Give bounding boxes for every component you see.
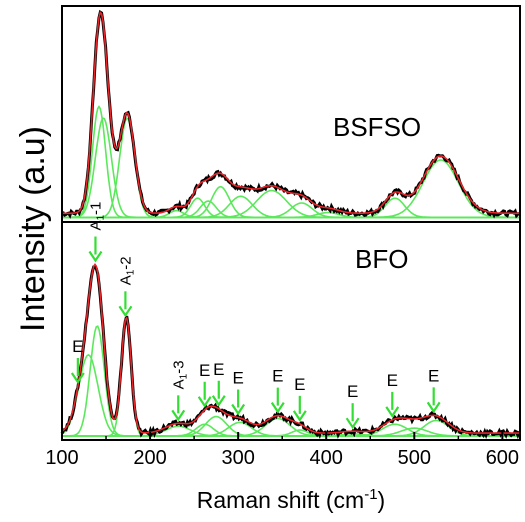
experimental-curve-bsfso bbox=[61, 9, 521, 219]
mode-label-3-subscript: 1 bbox=[178, 373, 189, 379]
mode-arrow-head-11 bbox=[426, 401, 441, 414]
mode-label-4: E bbox=[199, 361, 210, 380]
mode-arrow-head-2 bbox=[118, 305, 133, 318]
cumulative-fit-curve-bfo bbox=[61, 262, 520, 434]
x-tick-label-600: 600 bbox=[486, 447, 519, 469]
x-tick-label-200: 200 bbox=[133, 447, 166, 469]
mode-label-1-suffix: -1 bbox=[87, 202, 104, 215]
mode-label-8: E bbox=[294, 375, 305, 394]
x-axis-label-close: ) bbox=[378, 487, 386, 513]
x-tick-label-500: 500 bbox=[398, 447, 431, 469]
mode-arrow-head-4 bbox=[197, 396, 212, 408]
fit-peak-0-11 bbox=[62, 197, 520, 219]
mode-label-6: E bbox=[232, 369, 243, 388]
x-axis-label-main: Raman shift (cm bbox=[197, 487, 364, 513]
x-axis-label: Raman shift (cm-1) bbox=[197, 486, 385, 513]
fit-peak-0-8 bbox=[62, 189, 520, 219]
mode-label-10: E bbox=[387, 371, 398, 390]
mode-label-1: A1-1 bbox=[87, 202, 106, 231]
panel-bfo: EA1-1A1-2A1-3 E E E E E EE E bbox=[60, 202, 521, 440]
mode-label-5: E bbox=[213, 360, 224, 379]
fit-peak-0-4 bbox=[62, 197, 520, 219]
mode-arrow-head-7 bbox=[270, 402, 285, 414]
mode-arrow-head-0 bbox=[70, 372, 85, 384]
mode-label-1-letter: A bbox=[87, 221, 104, 231]
mode-label-2-letter: A bbox=[117, 275, 134, 285]
mode-label-1-subscript: 1 bbox=[95, 215, 106, 221]
panel-label-bsfso: BSFSO bbox=[333, 112, 421, 142]
x-axis-label-superscript: -1 bbox=[364, 486, 377, 503]
mode-label-11: E bbox=[428, 366, 439, 385]
cumulative-fit-curve-bsfso bbox=[62, 10, 520, 215]
mode-arrow-head-5 bbox=[211, 395, 226, 407]
x-tick-label-400: 400 bbox=[310, 447, 343, 469]
mode-arrow-head-6 bbox=[231, 403, 246, 416]
mode-arrow-head-3 bbox=[171, 409, 186, 422]
mode-label-2: A1-2 bbox=[117, 256, 136, 285]
panel-label-bfo: BFO bbox=[355, 244, 408, 274]
mode-arrow-head-1 bbox=[88, 250, 103, 263]
mode-label-0: E bbox=[72, 337, 83, 356]
fit-peak-0-7 bbox=[62, 195, 520, 219]
fit-peak-1-11 bbox=[62, 427, 520, 437]
mode-arrow-head-10 bbox=[385, 406, 400, 418]
mode-label-2-suffix: -2 bbox=[117, 256, 134, 269]
x-tick-label-100: 100 bbox=[45, 447, 78, 469]
fit-peak-0-12 bbox=[62, 159, 520, 219]
y-axis-label: Intensity (a.u) bbox=[14, 126, 52, 332]
panel-bsfso bbox=[61, 9, 521, 219]
fit-peak-1-12 bbox=[62, 419, 520, 437]
mode-label-9: E bbox=[347, 382, 358, 401]
x-axis: 100 200 300 400 500 600 bbox=[45, 432, 519, 469]
mode-label-7: E bbox=[272, 367, 283, 386]
mode-label-3: A1-3 bbox=[170, 360, 189, 389]
mode-arrow-head-8 bbox=[292, 410, 307, 422]
mode-label-2-subscript: 1 bbox=[125, 269, 136, 275]
mode-label-3-letter: A bbox=[170, 379, 187, 389]
mode-label-3-suffix: -3 bbox=[170, 360, 187, 373]
mode-arrow-head-9 bbox=[345, 417, 360, 430]
x-tick-label-300: 300 bbox=[221, 447, 254, 469]
